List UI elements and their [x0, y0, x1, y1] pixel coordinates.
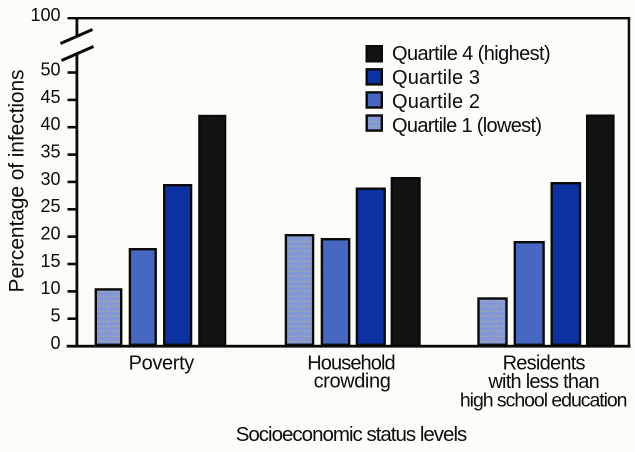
svg-text:Residents: Residents: [503, 353, 586, 375]
svg-text:0: 0: [50, 333, 60, 353]
svg-text:45: 45: [40, 87, 60, 107]
svg-text:Poverty: Poverty: [129, 352, 195, 374]
svg-text:35: 35: [40, 142, 60, 162]
svg-text:50: 50: [40, 59, 60, 79]
svg-text:5: 5: [50, 306, 60, 326]
svg-text:25: 25: [40, 196, 60, 216]
svg-text:100: 100: [30, 5, 60, 25]
svg-text:40: 40: [40, 114, 60, 134]
svg-text:20: 20: [40, 224, 60, 244]
svg-text:Socioeconomic status levels: Socioeconomic status levels: [236, 423, 467, 446]
svg-text:30: 30: [40, 169, 60, 189]
svg-text:Household: Household: [307, 352, 395, 374]
svg-text:Quartile 1 (lowest): Quartile 1 (lowest): [392, 115, 541, 137]
svg-text:high school education: high school education: [460, 390, 627, 412]
svg-text:15: 15: [40, 251, 60, 271]
svg-text:Quartile 3: Quartile 3: [392, 67, 480, 89]
svg-text:Percentage of infections: Percentage of infections: [6, 70, 29, 293]
svg-text:crowding: crowding: [314, 371, 391, 393]
svg-text:10: 10: [40, 278, 60, 298]
svg-text:with less than: with less than: [487, 371, 599, 393]
svg-text:Quartile 2: Quartile 2: [392, 91, 480, 113]
svg-text:Quartile 4 (highest): Quartile 4 (highest): [392, 43, 550, 65]
